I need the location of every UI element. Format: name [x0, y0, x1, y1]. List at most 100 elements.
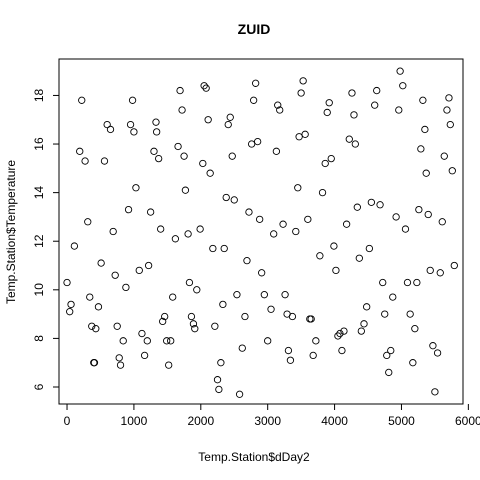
data-point	[161, 312, 169, 321]
data-point	[443, 106, 451, 114]
data-point	[396, 67, 404, 75]
data-point	[365, 244, 374, 253]
data-point	[297, 89, 305, 97]
data-point	[119, 337, 127, 345]
data-point	[135, 266, 143, 275]
data-point	[360, 320, 368, 328]
data-point	[401, 225, 410, 233]
data-point	[321, 159, 329, 168]
data-point	[140, 351, 149, 360]
data-point	[116, 361, 125, 369]
data-point	[330, 242, 338, 250]
data-point	[184, 230, 192, 238]
data-point	[350, 111, 358, 119]
data-point	[279, 220, 287, 228]
data-point	[345, 135, 353, 143]
data-point	[301, 130, 309, 138]
data-point	[286, 356, 295, 364]
data-point	[187, 312, 196, 321]
x-tick-label: 1000	[121, 414, 148, 428]
data-point	[334, 332, 342, 340]
data-point	[167, 337, 175, 345]
data-point	[312, 337, 320, 345]
data-point	[169, 293, 177, 301]
data-point	[406, 310, 414, 318]
data-point	[348, 89, 356, 97]
data-point	[307, 315, 315, 323]
data-point	[421, 125, 429, 134]
data-point	[138, 329, 146, 338]
data-point	[415, 205, 423, 214]
data-point	[185, 278, 194, 287]
data-point	[448, 167, 456, 175]
data-point	[247, 140, 256, 148]
data-point	[241, 312, 249, 321]
chart-title: ZUID	[238, 21, 271, 37]
data-point	[150, 147, 158, 155]
data-point	[176, 86, 184, 95]
data-point	[256, 215, 264, 224]
data-point	[209, 244, 217, 253]
data-point	[381, 310, 389, 318]
data-points	[63, 67, 458, 398]
data-point	[272, 147, 281, 155]
data-point	[109, 227, 117, 236]
data-point	[92, 325, 100, 333]
data-point	[304, 215, 312, 224]
data-point	[424, 210, 432, 219]
y-axis-label: Temp.Station$Temperature	[4, 160, 18, 304]
data-point	[342, 220, 351, 228]
data-point	[292, 227, 300, 236]
data-point	[373, 86, 381, 95]
data-point	[325, 99, 333, 107]
data-point	[219, 300, 227, 309]
data-point	[130, 128, 138, 136]
data-point	[191, 325, 199, 333]
data-point	[200, 82, 208, 90]
data-point	[171, 235, 180, 243]
data-point	[144, 261, 153, 270]
data-point	[146, 208, 155, 216]
data-point	[228, 152, 236, 160]
data-point	[235, 390, 244, 398]
data-point	[103, 120, 111, 129]
data-point	[132, 184, 140, 192]
data-point	[318, 188, 327, 197]
data-point	[243, 257, 251, 265]
data-point	[100, 157, 109, 165]
data-point	[445, 94, 453, 102]
data-point	[115, 354, 123, 362]
data-point	[284, 346, 293, 355]
data-point	[245, 208, 253, 216]
data-point	[446, 120, 454, 129]
data-point	[88, 322, 96, 330]
data-point	[450, 261, 458, 270]
data-point	[371, 101, 379, 109]
x-tick-label: 2000	[187, 414, 214, 428]
data-point	[323, 108, 331, 117]
data-point	[202, 84, 210, 92]
y-axis: 6 8 10 12 14 16 18	[32, 88, 59, 390]
data-point	[155, 154, 163, 163]
data-point	[152, 118, 160, 126]
data-point	[357, 327, 365, 335]
data-point	[385, 368, 393, 377]
data-point	[383, 351, 391, 360]
y-tick-label: 16	[32, 137, 46, 151]
data-point	[426, 266, 434, 275]
data-point	[84, 218, 92, 226]
data-point	[181, 186, 190, 194]
data-point	[94, 303, 103, 311]
data-point	[128, 96, 137, 104]
data-point	[76, 147, 84, 155]
data-point	[270, 230, 278, 238]
data-point	[222, 193, 230, 202]
data-point	[165, 361, 173, 369]
x-axis-label: Temp.Station$dDay2	[198, 450, 310, 464]
data-point	[309, 351, 317, 360]
data-point	[224, 120, 232, 129]
data-point	[294, 184, 302, 192]
data-point	[389, 293, 397, 301]
data-point	[233, 291, 241, 299]
data-point	[254, 137, 262, 146]
